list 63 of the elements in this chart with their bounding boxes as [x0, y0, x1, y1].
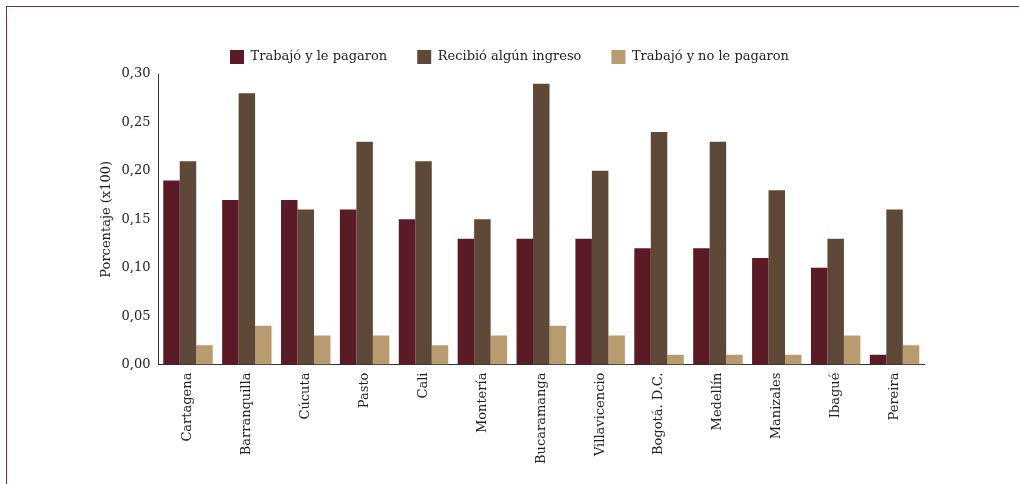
- x-tick-label: Cartagena: [179, 372, 195, 442]
- x-tick-label: Bucaramanga: [532, 372, 548, 465]
- y-tick-label: 0,30: [121, 65, 151, 81]
- y-axis-title: Porcentaje (x100): [98, 160, 114, 278]
- bar: [163, 180, 180, 365]
- bar: [356, 141, 373, 365]
- bar: [902, 345, 920, 365]
- x-tick-label: Manizales: [768, 372, 784, 440]
- x-tick-label: Cali: [414, 372, 430, 399]
- y-tick-label: 0,00: [121, 355, 151, 371]
- bar: [667, 354, 684, 365]
- bar: [281, 199, 298, 365]
- x-tick-label: Cúcuta: [297, 372, 313, 420]
- x-tick-label: Medellín: [709, 371, 725, 431]
- bar: [650, 132, 668, 365]
- bar: [810, 267, 828, 365]
- bar: [693, 248, 710, 365]
- y-tick-label: 0,25: [121, 113, 151, 129]
- legend-label: Trabajó y no le pagaron: [631, 48, 790, 64]
- y-tick-label: 0,10: [121, 259, 151, 275]
- legend-label: Trabajó y le pagaron: [250, 48, 388, 64]
- bar: [415, 161, 432, 365]
- bar: [886, 209, 903, 365]
- bar: [843, 335, 861, 365]
- y-tick-label: 0,20: [121, 162, 151, 178]
- bar: [516, 238, 534, 365]
- bar: [238, 93, 256, 365]
- bar: [591, 170, 609, 365]
- bar: [196, 345, 213, 365]
- y-tick-label: 0,15: [121, 210, 151, 226]
- bar: [533, 83, 550, 365]
- legend-label: Recibió algún ingreso: [437, 48, 582, 64]
- bar: [457, 238, 475, 365]
- bar: [222, 199, 239, 365]
- x-tick-label: Pasto: [356, 372, 371, 409]
- x-tick-label: Ibagué: [827, 372, 843, 419]
- bar: [313, 335, 331, 365]
- x-tick-label: Barranquilla: [238, 372, 254, 456]
- bar: [490, 335, 508, 365]
- bar: [752, 258, 769, 365]
- x-tick-label: Pereira: [885, 372, 901, 421]
- bar: [608, 335, 625, 365]
- bar: [726, 354, 743, 365]
- bar: [575, 238, 592, 365]
- bar: [339, 209, 357, 365]
- bar: [634, 248, 651, 365]
- bar: [709, 141, 727, 365]
- x-tick-label: Montería: [473, 372, 489, 434]
- bar: [869, 354, 887, 365]
- x-tick-label: Bogotá. D.C.: [650, 372, 666, 456]
- bar: [398, 219, 416, 365]
- bar: [179, 161, 197, 365]
- bar: [827, 238, 844, 365]
- bar: [431, 345, 449, 365]
- x-tick-label: Villavicencio: [591, 372, 607, 458]
- bar: [785, 354, 802, 365]
- bar: [372, 335, 390, 365]
- bar: [549, 325, 566, 365]
- bar: [297, 209, 314, 365]
- bar: [768, 190, 786, 365]
- bar: [255, 325, 272, 365]
- bar: [474, 219, 491, 365]
- y-tick-label: 0,05: [121, 307, 151, 323]
